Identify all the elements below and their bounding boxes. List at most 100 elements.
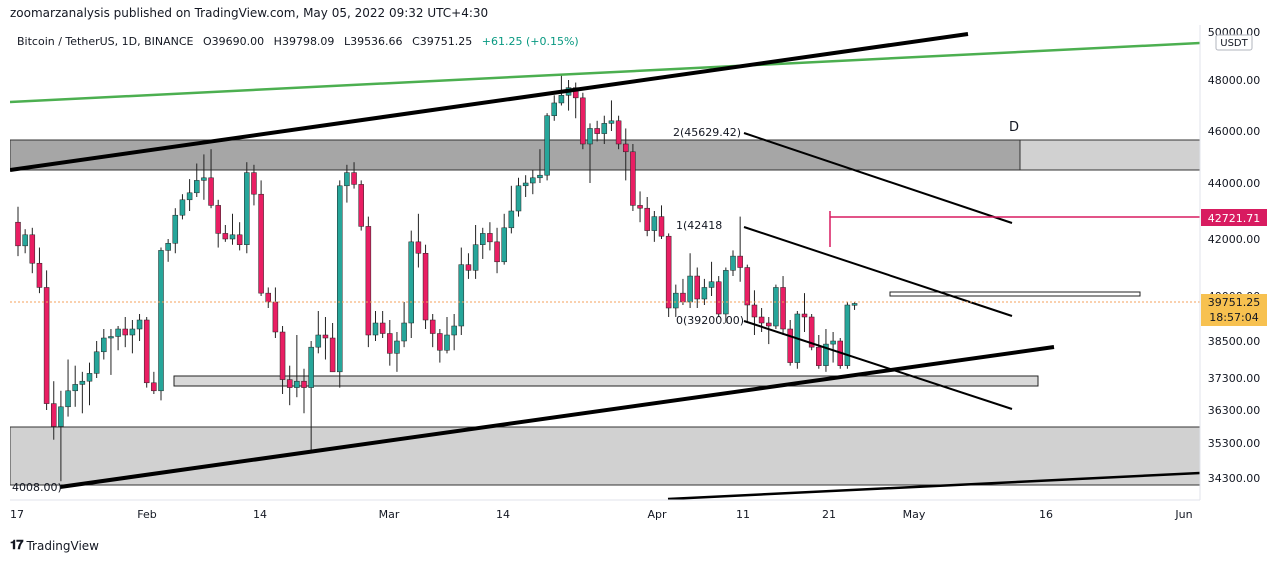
marked-level-value: 42721.71 <box>1208 212 1261 225</box>
candle-body <box>86 373 93 382</box>
y-tick-label: 37300.00 <box>1208 372 1261 385</box>
candle-body <box>251 172 257 195</box>
symbol-name: Bitcoin / TetherUS, 1D, BINANCE <box>17 35 194 48</box>
y-tick-label: 36300.00 <box>1208 404 1261 417</box>
pattern-point-d: D <box>1009 120 1019 135</box>
candle-body <box>308 346 314 388</box>
candle-body <box>508 210 515 229</box>
candle-body <box>444 334 450 351</box>
fib-mid-label: 1(42418 <box>676 219 722 232</box>
candle-body <box>429 319 436 334</box>
bottom-trendline[interactable] <box>667 471 1200 500</box>
candle-body <box>101 337 107 353</box>
candle-body <box>222 233 229 240</box>
annotations-layer: 2(45629.42) 1(42418 0(39200.00) 4008.00)… <box>12 120 1019 494</box>
candle-body <box>143 319 150 384</box>
wedge-lower[interactable] <box>743 320 1013 410</box>
time-scale[interactable]: 17 Feb 14 Mar 14 Apr 11 21 May 16 Jun <box>10 499 1200 521</box>
ohlc-low: L39536.66 <box>343 35 403 48</box>
lower-channel-line[interactable] <box>59 345 1055 489</box>
candle-body <box>630 151 636 206</box>
ohlc-high: H39798.09 <box>273 35 335 48</box>
fib-line[interactable] <box>743 132 1013 224</box>
publisher-line: zoomarzanalysis published on TradingView… <box>10 6 489 20</box>
candle-body <box>465 264 472 271</box>
candle-body <box>129 328 136 336</box>
zones-layer <box>10 139 1200 486</box>
candle-body <box>644 207 650 231</box>
candle-body <box>265 292 271 303</box>
candle-body <box>72 384 78 392</box>
candle-body <box>530 177 536 184</box>
candle-body <box>780 287 786 330</box>
y-tick-label: 38500.00 <box>1208 335 1261 348</box>
candle-body <box>487 233 493 243</box>
candle-body <box>422 253 429 321</box>
y-tick-label: 46000.00 <box>1208 125 1261 138</box>
x-tick-label: May <box>903 508 926 521</box>
candle-body <box>122 328 128 336</box>
marked-level-tag <box>1201 209 1267 226</box>
candle-body <box>51 403 57 427</box>
candle-body <box>93 351 100 374</box>
candle-body <box>286 379 293 388</box>
currency-label: USDT <box>1220 38 1248 49</box>
candle-body <box>408 241 414 324</box>
wedge-upper[interactable] <box>743 226 1013 317</box>
candle-body <box>744 267 751 306</box>
candle-body <box>501 227 507 263</box>
thin-band <box>889 291 1141 297</box>
candle-body <box>301 380 307 388</box>
support-band <box>173 375 1039 387</box>
candle-body <box>751 304 758 318</box>
candle-body <box>551 102 557 116</box>
currency-badge <box>1215 34 1253 51</box>
green-trendline[interactable] <box>10 41 1200 104</box>
candle-body <box>115 328 121 337</box>
y-tick-label: 48000.00 <box>1208 74 1261 87</box>
candle-body <box>194 180 200 194</box>
candle-body <box>623 143 629 153</box>
candle-body <box>787 328 793 363</box>
candle-body <box>694 275 700 300</box>
footer-brand: TradingView <box>26 538 99 553</box>
ohlc-change: +61.25 (+0.15%) <box>481 35 579 48</box>
tradingview-logo-icon: 𝟏𝟕 <box>10 538 24 553</box>
last-price-tag <box>1201 294 1267 326</box>
symbol-legend: Bitcoin / TetherUS, 1D, BINANCE O39690.0… <box>17 35 585 48</box>
candle-body <box>79 380 86 385</box>
candle-body <box>437 333 443 351</box>
candle-body <box>108 336 114 339</box>
candle-body <box>208 177 214 206</box>
y-tick-label: 34300.00 <box>1208 472 1261 485</box>
candle-body <box>165 243 171 251</box>
x-tick-label: 14 <box>253 508 267 521</box>
candle-body <box>515 185 522 212</box>
candle-body <box>372 322 379 336</box>
candle-body <box>415 241 422 254</box>
x-tick-label: Feb <box>137 508 156 521</box>
candle-body <box>201 177 207 181</box>
candle-body <box>558 95 565 104</box>
x-tick-label: 11 <box>736 508 750 521</box>
candle-body <box>723 270 729 315</box>
candle-body <box>322 334 329 339</box>
candle-body <box>594 128 600 134</box>
candle-body <box>730 255 736 271</box>
candle-body <box>844 304 851 366</box>
candle-body <box>387 333 393 354</box>
candle-body <box>773 287 779 327</box>
footer: 𝟏𝟕 TradingView <box>10 538 99 553</box>
candle-body <box>29 234 36 264</box>
trendlines-layer <box>10 32 1200 500</box>
upper-channel-line[interactable] <box>10 32 969 172</box>
candle-body <box>365 226 372 336</box>
x-tick-label: 17 <box>10 508 24 521</box>
price-scale[interactable]: 50000.0048000.0046000.0044000.0042000.00… <box>1199 25 1267 500</box>
y-tick-label: 42000.00 <box>1208 233 1261 246</box>
candle-body <box>451 325 457 336</box>
candle-body <box>351 172 357 185</box>
candle-body <box>687 275 693 303</box>
fib-bottom-label: 0(39200.00) <box>676 314 744 327</box>
